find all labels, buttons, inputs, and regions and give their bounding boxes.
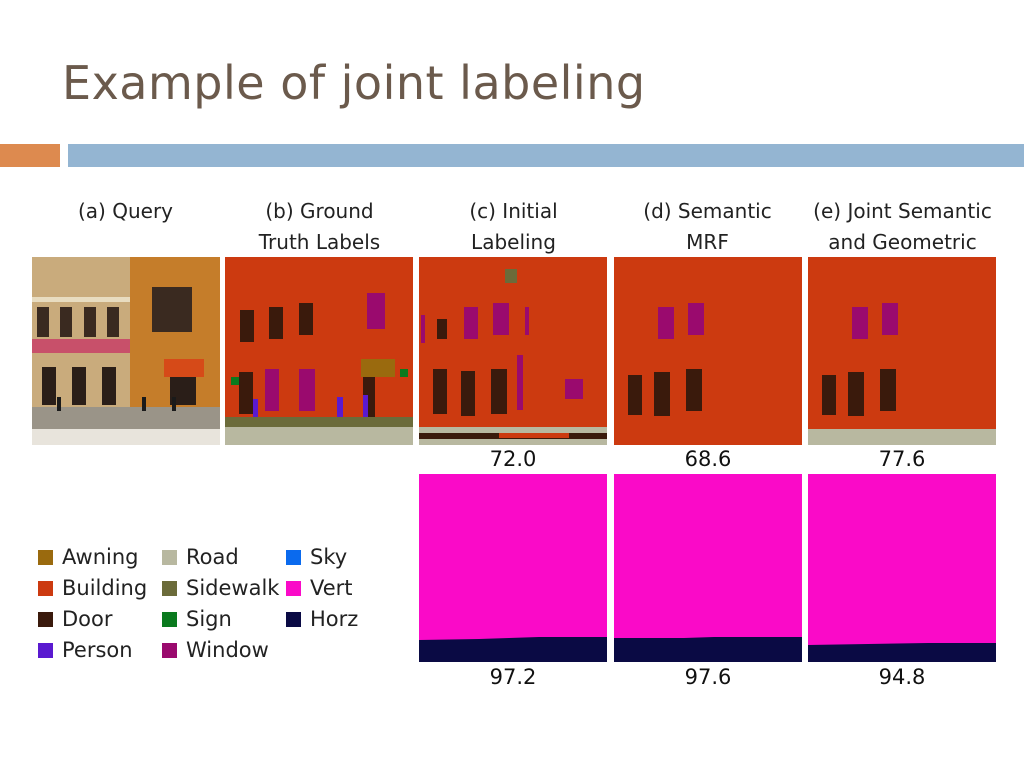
accent-bar-orange — [0, 144, 60, 167]
legend-label: Horz — [310, 607, 359, 631]
legend-label: Awning — [62, 545, 139, 569]
slide-title: Example of joint labeling — [62, 56, 646, 110]
semantic-mrf-semantic — [614, 257, 802, 445]
score-initial-semantic: 72.0 — [489, 447, 537, 471]
query-photo — [32, 257, 220, 445]
column-header-line2: MRF — [686, 230, 729, 254]
initial-labeling-geometric — [419, 474, 607, 662]
score-initial-geometric: 97.2 — [489, 665, 537, 689]
score-mrf-geometric: 97.6 — [684, 665, 732, 689]
column-header-line1: (a) Query — [78, 199, 173, 223]
legend-swatch — [286, 549, 301, 565]
legend-swatch — [162, 549, 177, 565]
column-header-joint: (e) Joint Semantic and Geometric — [800, 196, 1005, 258]
accent-bar-blue — [68, 144, 1024, 167]
legend-label: Sign — [186, 607, 232, 631]
legend-item-vert: Vert — [286, 576, 353, 600]
legend-swatch — [286, 611, 301, 627]
semantic-mrf-geometric — [614, 474, 802, 662]
column-header-line1: (c) Initial — [469, 199, 558, 223]
column-header-line2: and Geometric — [828, 230, 977, 254]
legend-swatch — [38, 580, 53, 596]
legend-swatch — [162, 611, 177, 627]
column-header-line2: Labeling — [471, 230, 556, 254]
legend-swatch — [38, 549, 53, 565]
score-joint-semantic: 77.6 — [878, 447, 926, 471]
initial-labeling-semantic — [419, 257, 607, 445]
legend-item-sign: Sign — [162, 607, 232, 631]
legend-item-building: Building — [38, 576, 147, 600]
column-header-ground-truth: (b) Ground Truth Labels — [222, 196, 417, 258]
legend-label: Door — [62, 607, 113, 631]
score-joint-geometric: 94.8 — [878, 665, 926, 689]
legend-item-horz: Horz — [286, 607, 358, 631]
legend-label: Sky — [310, 545, 348, 569]
legend-item-door: Door — [38, 607, 113, 631]
legend-item-window: Window — [162, 638, 269, 662]
score-mrf-semantic: 68.6 — [684, 447, 732, 471]
legend-item-sky: Sky — [286, 545, 347, 569]
legend-swatch — [162, 580, 177, 596]
column-header-line1: (e) Joint Semantic — [813, 199, 992, 223]
legend-label: Sidewalk — [186, 576, 280, 600]
legend-item-person: Person — [38, 638, 133, 662]
legend-swatch — [286, 580, 301, 596]
legend-item-awning: Awning — [38, 545, 138, 569]
legend-swatch — [38, 642, 53, 658]
legend-swatch — [162, 642, 177, 658]
column-header-semantic-mrf: (d) Semantic MRF — [610, 196, 805, 258]
legend-label: Road — [186, 545, 239, 569]
legend-label: Building — [62, 576, 148, 600]
column-header-initial: (c) Initial Labeling — [416, 196, 611, 258]
column-header-line1: (b) Ground — [265, 199, 374, 223]
legend-item-road: Road — [162, 545, 239, 569]
ground-truth-labels — [225, 257, 413, 445]
column-header-line2: Truth Labels — [258, 230, 381, 254]
legend-label: Person — [62, 638, 133, 662]
legend-swatch — [38, 611, 53, 627]
legend-label: Window — [186, 638, 269, 662]
column-header-query: (a) Query — [28, 196, 223, 227]
legend-label: Vert — [310, 576, 353, 600]
joint-labeling-geometric — [808, 474, 996, 662]
joint-labeling-semantic — [808, 257, 996, 445]
legend-item-sidewalk: Sidewalk — [162, 576, 279, 600]
column-header-line1: (d) Semantic — [643, 199, 772, 223]
